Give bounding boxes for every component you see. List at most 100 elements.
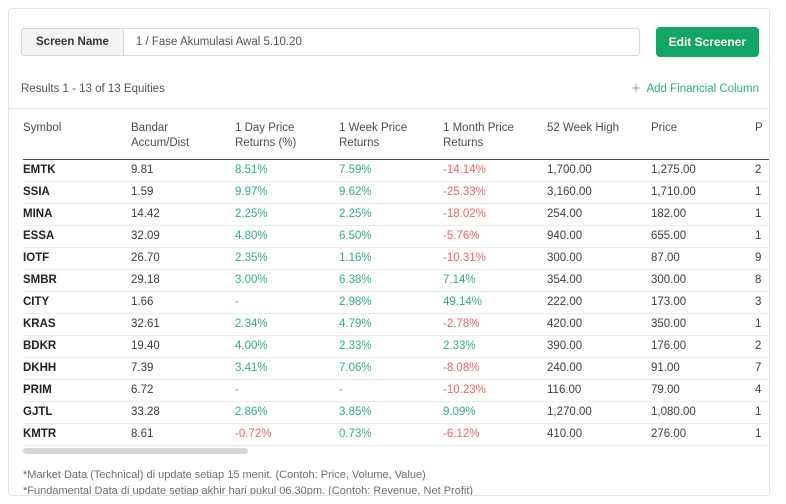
table-row[interactable]: KMTR 8.61 -0.72% 0.73% -6.12% 410.00 276.00 1	[23, 423, 769, 446]
column-header[interactable]: 1 Month Price Returns	[443, 109, 547, 160]
table-row[interactable]: BDKR 19.40 4.00% 2.33% 2.33% 390.00 176.00 2	[23, 335, 769, 358]
return-cell: -2.78%	[443, 313, 547, 336]
value-cell: 7.39	[131, 357, 235, 380]
value-cell: 8	[755, 269, 769, 292]
return-cell: 3.41%	[235, 357, 339, 380]
table-row[interactable]: ESSA 32.09 4.80% 6.50% -5.76% 940.00 655.00 1	[23, 225, 769, 248]
symbol-cell[interactable]: BDKR	[23, 335, 131, 358]
return-cell: 49.14%	[443, 291, 547, 314]
symbol-cell[interactable]: EMTK	[23, 159, 131, 182]
return-cell: 4.80%	[235, 225, 339, 248]
symbol-cell[interactable]: GJTL	[23, 401, 131, 424]
footnote-market-data: *Market Data (Technical) di update setia…	[23, 469, 426, 481]
screen-name-group: Screen Name	[21, 28, 640, 56]
symbol-cell[interactable]: SMBR	[23, 269, 131, 292]
value-cell: 176.00	[651, 335, 755, 358]
symbol-cell[interactable]: KMTR	[23, 423, 131, 446]
return-cell: 7.14%	[443, 269, 547, 292]
value-cell: 390.00	[547, 335, 651, 358]
table-row[interactable]: DKHH 7.39 3.41% 7.06% -8.08% 240.00 91.00 7	[23, 357, 769, 380]
symbol-cell[interactable]: PRIM	[23, 379, 131, 402]
value-cell: 3,160.00	[547, 181, 651, 204]
table-viewport: Symbol Bandar Accum/Dist 1 Day Price Retur…	[23, 109, 769, 446]
value-cell: 940.00	[547, 225, 651, 248]
value-cell: 1	[755, 401, 769, 424]
column-header[interactable]: P	[755, 109, 769, 160]
return-cell: 2.98%	[339, 291, 443, 314]
value-cell: 655.00	[651, 225, 755, 248]
symbol-cell[interactable]: CITY	[23, 291, 131, 314]
return-cell: 2.33%	[443, 335, 547, 358]
return-cell: 9.62%	[339, 181, 443, 204]
footnote-fundamental-data: *Fundamental Data di update setiap akhir…	[23, 485, 474, 496]
column-header[interactable]: Symbol	[23, 109, 131, 160]
return-cell: 9.09%	[443, 401, 547, 424]
table-row[interactable]: SSIA 1.59 9.97% 9.62% -25.33% 3,160.00 1,710.0…	[23, 181, 769, 204]
symbol-cell[interactable]: SSIA	[23, 181, 131, 204]
table-header-row: Symbol Bandar Accum/Dist 1 Day Price Retur…	[23, 109, 769, 160]
edit-screener-button[interactable]: Edit Screener	[655, 27, 759, 57]
value-cell: 1	[755, 203, 769, 226]
column-header[interactable]: Price	[651, 109, 755, 160]
value-cell: 9	[755, 247, 769, 270]
value-cell: 276.00	[651, 423, 755, 446]
value-cell: 173.00	[651, 291, 755, 314]
table-row[interactable]: EMTK 9.81 8.51% 7.59% -14.14% 1,700.00 1,275.0…	[23, 159, 769, 182]
return-cell: 2.25%	[339, 203, 443, 226]
return-cell: -25.33%	[443, 181, 547, 204]
table-section: Symbol Bandar Accum/Dist 1 Day Price Retur…	[9, 108, 769, 454]
value-cell: 1	[755, 313, 769, 336]
column-header[interactable]: Bandar Accum/Dist	[131, 109, 235, 160]
table-row[interactable]: SMBR 29.18 3.00% 6.38% 7.14% 354.00 300.00 8	[23, 269, 769, 292]
return-cell: 4.00%	[235, 335, 339, 358]
table-row[interactable]: GJTL 33.28 2.86% 3.85% 9.09% 1,270.00 1,080.00…	[23, 401, 769, 424]
screener-table-body: EMTK 9.81 8.51% 7.59% -14.14% 1,700.00 1,275.0…	[23, 159, 769, 446]
value-cell: 1,710.00	[651, 181, 755, 204]
return-cell: -	[235, 291, 339, 314]
return-cell: 4.79%	[339, 313, 443, 336]
symbol-cell[interactable]: MINA	[23, 203, 131, 226]
column-header[interactable]: 52 Week High	[547, 109, 651, 160]
column-header[interactable]: 1 Day Price Returns (%)	[235, 109, 339, 160]
table-row[interactable]: IOTF 26.70 2.35% 1.16% -10.31% 300.00 87.00 9	[23, 247, 769, 270]
table-row[interactable]: KRAS 32.61 2.34% 4.79% -2.78% 420.00 350.00 1	[23, 313, 769, 336]
return-cell: 2.33%	[339, 335, 443, 358]
scrollbar-thumb[interactable]	[23, 448, 248, 454]
symbol-cell[interactable]: DKHH	[23, 357, 131, 380]
table-row[interactable]: MINA 14.42 2.25% 2.25% -18.02% 254.00 182.00 1	[23, 203, 769, 226]
return-cell: 0.73%	[339, 423, 443, 446]
value-cell: 410.00	[547, 423, 651, 446]
value-cell: 26.70	[131, 247, 235, 270]
table-row[interactable]: PRIM 6.72- - -10.23% 116.00 79.00 4	[23, 379, 769, 402]
value-cell: 1,080.00	[651, 401, 755, 424]
value-cell: 254.00	[547, 203, 651, 226]
value-cell: 1.59	[131, 181, 235, 204]
value-cell: 87.00	[651, 247, 755, 270]
topbar: Screen Name Edit Screener	[9, 9, 769, 57]
return-cell: 2.25%	[235, 203, 339, 226]
value-cell: 32.61	[131, 313, 235, 336]
screener-table: Symbol Bandar Accum/Dist 1 Day Price Retur…	[23, 109, 769, 446]
value-cell: 29.18	[131, 269, 235, 292]
value-cell: 33.28	[131, 401, 235, 424]
symbol-cell[interactable]: IOTF	[23, 247, 131, 270]
symbol-cell[interactable]: KRAS	[23, 313, 131, 336]
value-cell: 4	[755, 379, 769, 402]
column-header[interactable]: 1 Week Price Returns	[339, 109, 443, 160]
return-cell: -	[235, 379, 339, 402]
value-cell: 182.00	[651, 203, 755, 226]
value-cell: 1,700.00	[547, 159, 651, 182]
return-cell: 2.35%	[235, 247, 339, 270]
table-row[interactable]: CITY 1.66-2.98% 49.14% 222.00 173.00 3	[23, 291, 769, 314]
return-cell: 6.50%	[339, 225, 443, 248]
return-cell: 9.97%	[235, 181, 339, 204]
screen-name-input[interactable]	[123, 29, 639, 55]
horizontal-scrollbar[interactable]	[23, 448, 769, 454]
add-financial-column-button[interactable]: + Add Financial Column	[632, 81, 759, 96]
value-cell: 222.00	[547, 291, 651, 314]
return-cell: -6.12%	[443, 423, 547, 446]
return-cell: -8.08%	[443, 357, 547, 380]
symbol-cell[interactable]: ESSA	[23, 225, 131, 248]
value-cell: 1,270.00	[547, 401, 651, 424]
